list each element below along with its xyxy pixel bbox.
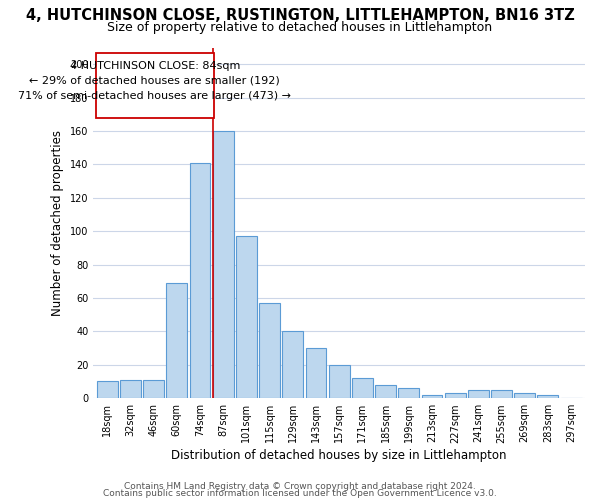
Bar [375,385,396,398]
Bar [283,332,303,398]
Bar [236,236,257,398]
Text: ← 29% of detached houses are smaller (192): ← 29% of detached houses are smaller (19… [29,76,280,86]
Bar [166,283,187,398]
Bar [305,348,326,398]
Bar [190,162,211,398]
Bar [514,393,535,398]
FancyBboxPatch shape [95,52,214,118]
Text: 4, HUTCHINSON CLOSE, RUSTINGTON, LITTLEHAMPTON, BN16 3TZ: 4, HUTCHINSON CLOSE, RUSTINGTON, LITTLEH… [26,8,574,22]
Bar [352,378,373,398]
Bar [491,390,512,398]
Bar [259,303,280,398]
Text: Contains HM Land Registry data © Crown copyright and database right 2024.: Contains HM Land Registry data © Crown c… [124,482,476,491]
Bar [398,388,419,398]
Bar [422,395,442,398]
Bar [538,395,559,398]
X-axis label: Distribution of detached houses by size in Littlehampton: Distribution of detached houses by size … [172,450,507,462]
Text: Size of property relative to detached houses in Littlehampton: Size of property relative to detached ho… [107,21,493,34]
Y-axis label: Number of detached properties: Number of detached properties [52,130,64,316]
Bar [213,131,233,398]
Bar [445,393,466,398]
Text: 71% of semi-detached houses are larger (473) →: 71% of semi-detached houses are larger (… [19,91,292,101]
Text: Contains public sector information licensed under the Open Government Licence v3: Contains public sector information licen… [103,488,497,498]
Bar [97,382,118,398]
Bar [120,380,141,398]
Bar [143,380,164,398]
Bar [468,390,489,398]
Text: 4 HUTCHINSON CLOSE: 84sqm: 4 HUTCHINSON CLOSE: 84sqm [70,61,240,71]
Bar [329,365,350,398]
